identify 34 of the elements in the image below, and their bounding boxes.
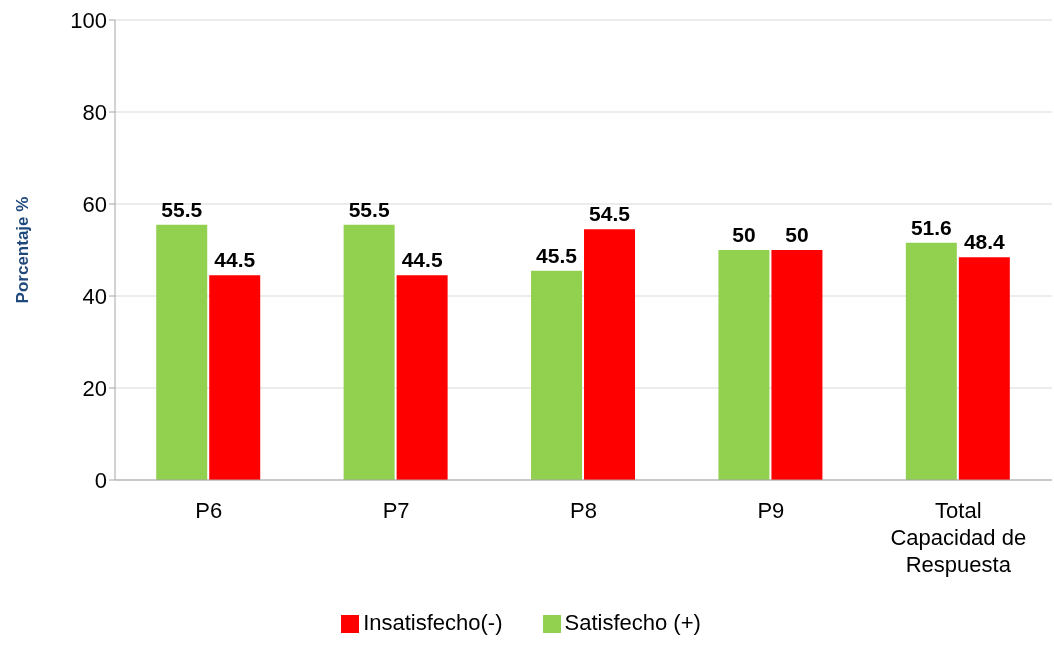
x-tick-label: P8 (570, 498, 597, 523)
bar (343, 224, 395, 480)
y-tick-label: 20 (82, 375, 107, 401)
y-tick-label: 40 (82, 283, 107, 309)
data-label: 44.5 (401, 248, 443, 272)
bar (156, 224, 208, 480)
data-label: 44.5 (214, 248, 256, 272)
x-tick-label: P6 (195, 498, 223, 523)
bar (771, 250, 823, 480)
bar (958, 257, 1010, 480)
data-label: 55.5 (161, 197, 203, 221)
x-tick-label: P9 (757, 498, 785, 523)
data-label: 50 (785, 223, 809, 246)
data-label: 50 (732, 223, 756, 246)
y-tick-label: 80 (82, 99, 107, 125)
data-label: 51.6 (910, 215, 952, 239)
y-tick-label: 100 (70, 7, 107, 33)
data-label: 54.5 (589, 202, 631, 226)
y-tick-label: 0 (94, 467, 107, 493)
bar (531, 270, 583, 480)
data-label: 55.5 (348, 197, 390, 221)
legend-label: Satisfecho (+) (564, 610, 701, 635)
bar (584, 229, 636, 480)
data-label: 45.5 (536, 243, 578, 267)
y-axis-title: Porcentaje % (13, 196, 33, 304)
bar (718, 250, 770, 480)
bar (396, 275, 448, 480)
data-label: 48.4 (963, 230, 1006, 254)
bar (905, 242, 957, 480)
y-tick-label: 60 (82, 191, 107, 217)
x-tick-label: Total Capacidad de Respuesta (890, 498, 1027, 577)
legend-label: Insatisfecho(-) (363, 610, 503, 635)
x-tick-label: P7 (382, 498, 410, 523)
bar (209, 275, 261, 480)
